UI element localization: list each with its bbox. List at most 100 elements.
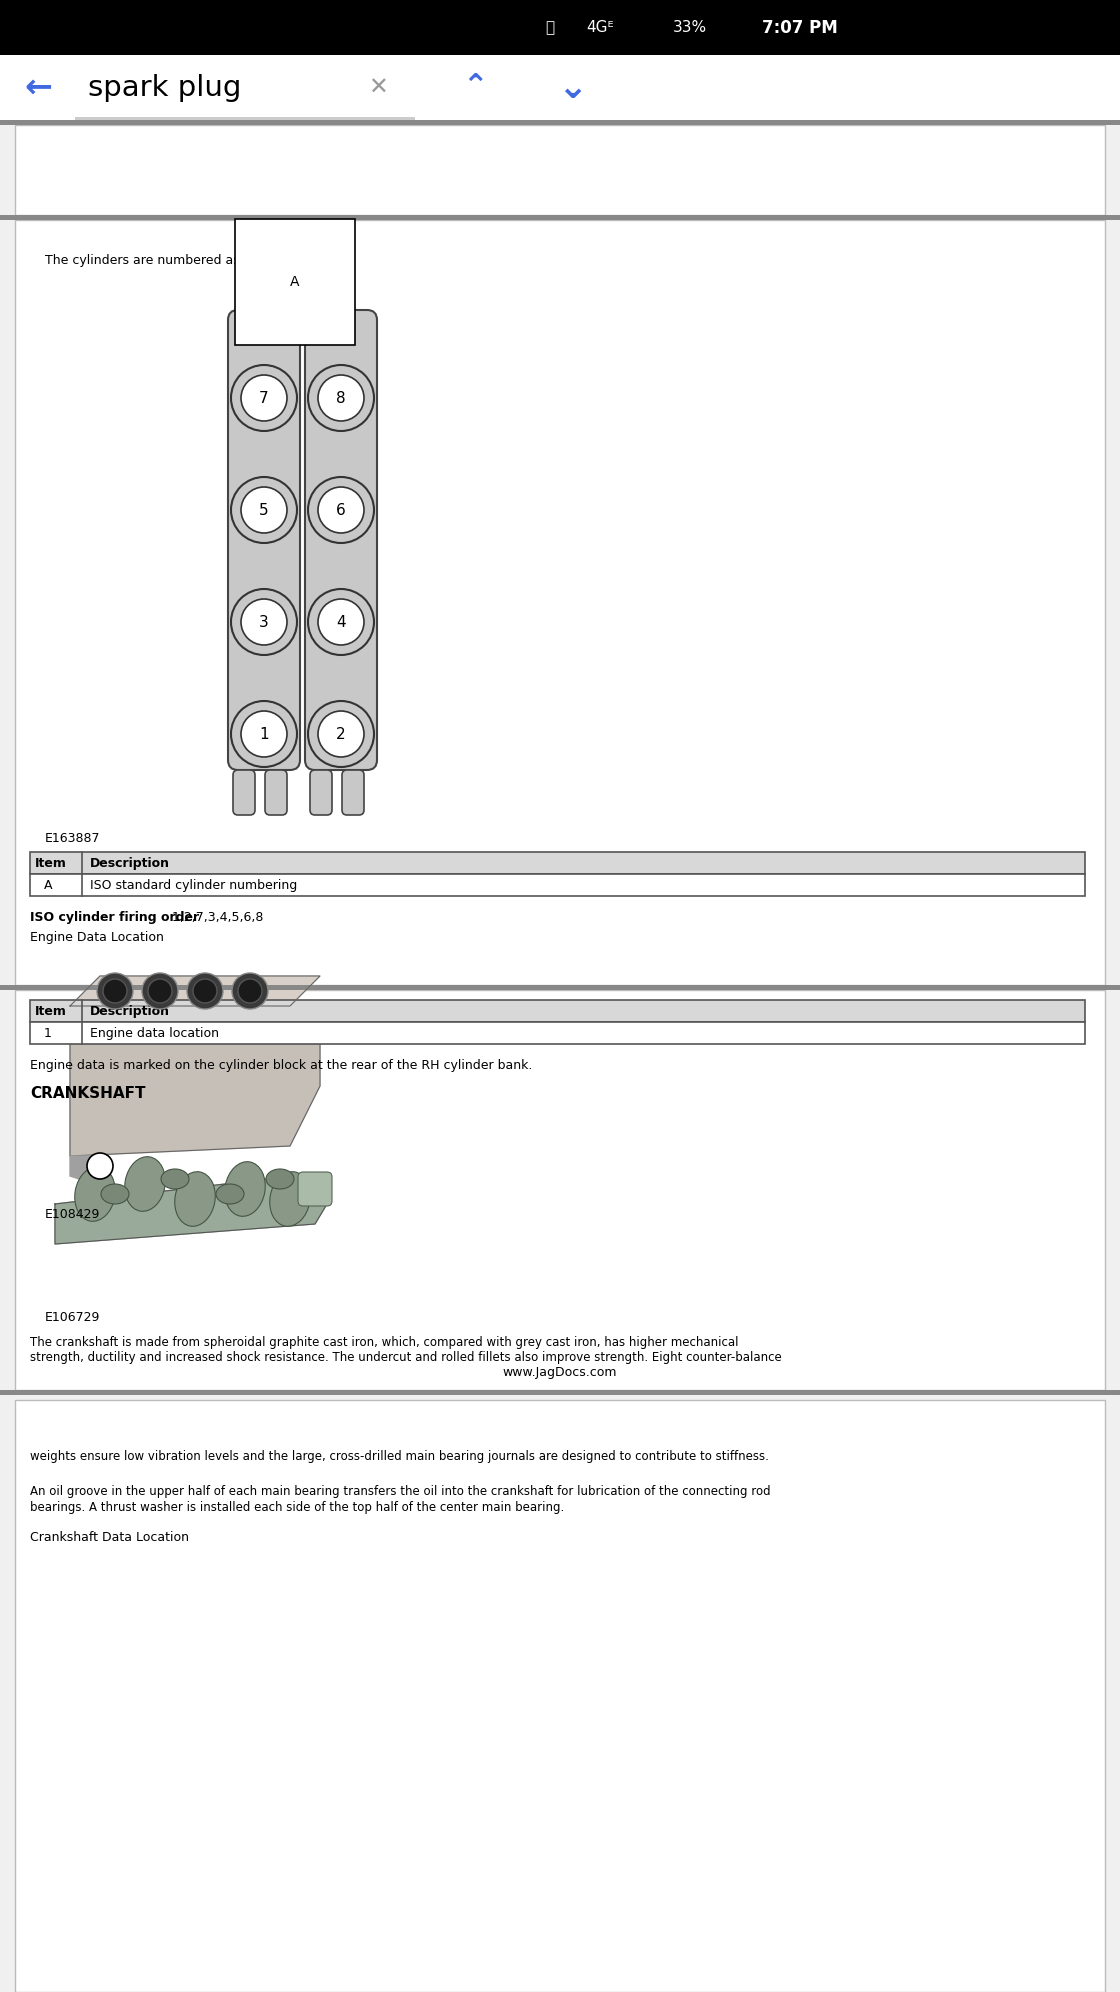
Text: ✕: ✕ xyxy=(368,76,388,100)
Text: E108429: E108429 xyxy=(45,1207,101,1221)
Text: An oil groove in the upper half of each main bearing transfers the oil into the : An oil groove in the upper half of each … xyxy=(30,1484,771,1498)
Text: The crankshaft is made from spheroidal graphite cast iron, which, compared with : The crankshaft is made from spheroidal g… xyxy=(30,1335,738,1349)
Text: spark plug: spark plug xyxy=(88,74,242,102)
Circle shape xyxy=(318,486,364,534)
Ellipse shape xyxy=(225,1161,265,1217)
Text: Item: Item xyxy=(35,857,67,869)
Text: 1,2,7,3,4,5,6,8: 1,2,7,3,4,5,6,8 xyxy=(168,910,263,924)
Text: 4Gᴱ: 4Gᴱ xyxy=(586,20,614,36)
FancyBboxPatch shape xyxy=(0,1390,1120,1394)
Text: strength, ductility and increased shock resistance. The undercut and rolled fill: strength, ductility and increased shock … xyxy=(30,1351,782,1363)
FancyBboxPatch shape xyxy=(15,125,1105,215)
Text: ISO standard cylinder numbering: ISO standard cylinder numbering xyxy=(90,878,297,892)
Circle shape xyxy=(148,978,172,1004)
Ellipse shape xyxy=(75,1167,115,1221)
FancyBboxPatch shape xyxy=(30,1022,1085,1044)
FancyBboxPatch shape xyxy=(310,771,332,815)
Text: Engine Data Location: Engine Data Location xyxy=(30,930,164,944)
Circle shape xyxy=(103,978,127,1004)
FancyBboxPatch shape xyxy=(233,771,255,815)
Text: ISO cylinder firing order: ISO cylinder firing order xyxy=(30,910,199,924)
Text: Description: Description xyxy=(90,1004,170,1018)
Circle shape xyxy=(237,978,262,1004)
Circle shape xyxy=(318,600,364,645)
FancyBboxPatch shape xyxy=(228,311,300,771)
Circle shape xyxy=(308,590,374,655)
Text: weights ensure low vibration levels and the large, cross-drilled main bearing jo: weights ensure low vibration levels and … xyxy=(30,1450,768,1462)
Text: 2: 2 xyxy=(336,727,346,741)
FancyBboxPatch shape xyxy=(15,990,1105,1390)
Text: E106729: E106729 xyxy=(45,1311,101,1323)
FancyBboxPatch shape xyxy=(298,1171,332,1205)
Text: 5: 5 xyxy=(259,502,269,518)
Text: ⌄: ⌄ xyxy=(557,70,587,104)
Circle shape xyxy=(241,711,287,757)
Text: E163887: E163887 xyxy=(45,831,101,845)
Polygon shape xyxy=(69,1155,100,1185)
Polygon shape xyxy=(69,1006,320,1155)
FancyBboxPatch shape xyxy=(265,771,287,815)
Text: A: A xyxy=(290,275,300,289)
FancyBboxPatch shape xyxy=(30,1000,1085,1022)
Circle shape xyxy=(241,600,287,645)
Circle shape xyxy=(241,486,287,534)
Circle shape xyxy=(97,972,133,1010)
Ellipse shape xyxy=(267,1169,293,1189)
Polygon shape xyxy=(69,976,320,1006)
Ellipse shape xyxy=(124,1157,166,1211)
Polygon shape xyxy=(55,1173,330,1243)
FancyBboxPatch shape xyxy=(15,1400,1105,1992)
Text: 7: 7 xyxy=(259,390,269,406)
Circle shape xyxy=(308,701,374,767)
Circle shape xyxy=(318,711,364,757)
Text: 6: 6 xyxy=(336,502,346,518)
Ellipse shape xyxy=(101,1183,129,1203)
Circle shape xyxy=(193,978,217,1004)
FancyBboxPatch shape xyxy=(15,219,1105,984)
FancyBboxPatch shape xyxy=(0,120,1120,125)
Circle shape xyxy=(241,374,287,420)
Text: Crankshaft Data Location: Crankshaft Data Location xyxy=(30,1530,189,1544)
Circle shape xyxy=(187,972,223,1010)
Text: 1: 1 xyxy=(44,1026,52,1040)
Ellipse shape xyxy=(161,1169,189,1189)
Ellipse shape xyxy=(175,1171,215,1227)
FancyBboxPatch shape xyxy=(0,0,1120,56)
Text: A: A xyxy=(44,878,53,892)
Circle shape xyxy=(231,590,297,655)
FancyBboxPatch shape xyxy=(75,118,416,120)
Text: Item: Item xyxy=(35,1004,67,1018)
FancyBboxPatch shape xyxy=(0,984,1120,990)
Text: The cylinders are numbered as shown below.: The cylinders are numbered as shown belo… xyxy=(45,253,328,267)
Circle shape xyxy=(142,972,178,1010)
Text: ⌃: ⌃ xyxy=(463,74,487,102)
Text: CRANKSHAFT: CRANKSHAFT xyxy=(30,1086,146,1100)
Text: Description: Description xyxy=(90,857,170,869)
FancyBboxPatch shape xyxy=(305,311,377,771)
Text: 8: 8 xyxy=(336,390,346,406)
Text: 33%: 33% xyxy=(673,20,707,36)
Text: 3: 3 xyxy=(259,614,269,629)
Circle shape xyxy=(308,365,374,430)
Circle shape xyxy=(232,972,268,1010)
Circle shape xyxy=(231,476,297,544)
FancyBboxPatch shape xyxy=(0,56,1120,120)
Ellipse shape xyxy=(270,1171,310,1227)
Circle shape xyxy=(87,1153,113,1179)
Text: ←: ← xyxy=(24,72,52,104)
Text: 1: 1 xyxy=(96,1159,104,1173)
Ellipse shape xyxy=(216,1183,244,1203)
Text: 7:07 PM: 7:07 PM xyxy=(762,18,838,36)
FancyBboxPatch shape xyxy=(30,853,1085,874)
FancyBboxPatch shape xyxy=(342,771,364,815)
Text: Engine data is marked on the cylinder block at the rear of the RH cylinder bank.: Engine data is marked on the cylinder bl… xyxy=(30,1058,532,1072)
Circle shape xyxy=(318,374,364,420)
Text: 1: 1 xyxy=(259,727,269,741)
Text: bearings. A thrust washer is installed each side of the top half of the center m: bearings. A thrust washer is installed e… xyxy=(30,1500,564,1514)
Circle shape xyxy=(231,701,297,767)
FancyBboxPatch shape xyxy=(0,215,1120,219)
Circle shape xyxy=(308,476,374,544)
Text: 4: 4 xyxy=(336,614,346,629)
Text: www.JagDocs.com: www.JagDocs.com xyxy=(503,1365,617,1378)
FancyBboxPatch shape xyxy=(30,874,1085,896)
